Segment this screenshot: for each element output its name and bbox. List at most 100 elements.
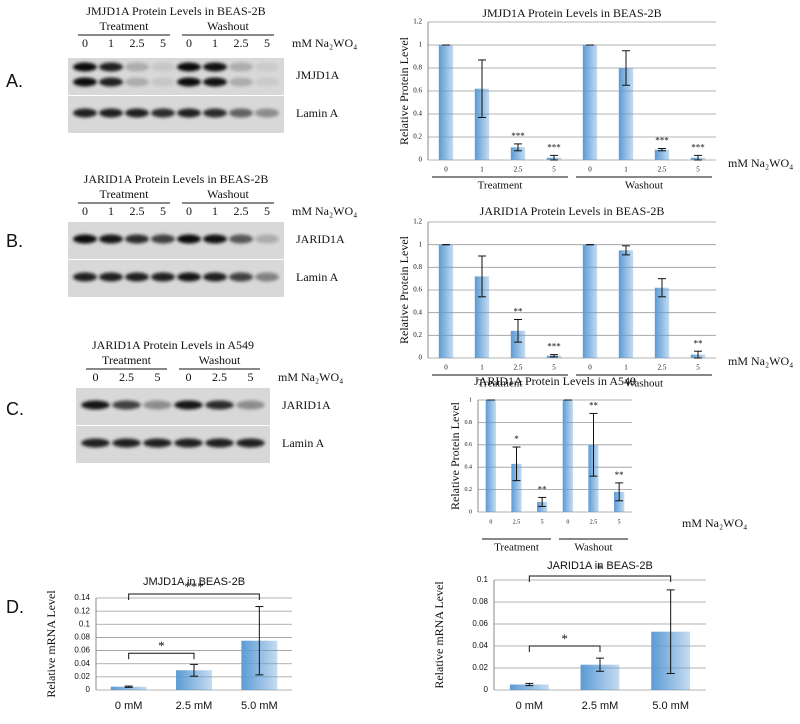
- x-tick-label: 5.0 mM: [241, 700, 278, 712]
- band-label: JARID1A: [296, 232, 345, 246]
- significance-mark: *: [561, 631, 568, 646]
- y-tick-label: 0.12: [74, 606, 90, 615]
- blot-band: [255, 62, 279, 72]
- x-tick-label: 2.5: [658, 364, 667, 372]
- y-tick-label: 0.08: [74, 633, 90, 642]
- blot-band: [99, 62, 123, 72]
- bar: [588, 444, 599, 512]
- blot-band: [99, 234, 123, 244]
- band-label: JMJD1A: [296, 68, 340, 82]
- y-tick-label: 0.06: [472, 619, 488, 628]
- y-tick-label: 0.6: [413, 286, 422, 294]
- significance-mark: ***: [547, 142, 561, 152]
- significance-bracket: [528, 645, 601, 652]
- x-tick-label: 0: [588, 364, 592, 372]
- x-tick-label: 2.5: [514, 364, 523, 372]
- x-tick-label: 0: [489, 519, 492, 525]
- bar: [438, 45, 454, 160]
- lane-label: 0: [186, 204, 192, 218]
- chart-title: JMJD1A Protein Levels in BEAS-2B: [482, 6, 661, 20]
- x-tick-label: 0 mM: [516, 700, 544, 712]
- y-tick-label: 0.1: [79, 619, 91, 628]
- blot-band: [151, 272, 175, 282]
- significance-mark: *: [514, 434, 519, 444]
- y-axis-label: Relative Protein Level: [448, 401, 462, 510]
- chart-title: JARID1A Protein Levels in A549: [474, 374, 636, 388]
- y-tick-label: 0.8: [465, 420, 473, 426]
- group-label: Washout: [574, 542, 612, 554]
- blot-band: [73, 272, 97, 282]
- x-tick-label: 0: [444, 166, 448, 174]
- blot-band: [174, 438, 203, 448]
- x-tick-label: 0 mM: [115, 700, 143, 712]
- y-tick-label: 0.02: [74, 672, 90, 681]
- significance-bracket: [128, 652, 195, 660]
- panel-letter: A.: [6, 71, 23, 91]
- blot-strip: [68, 58, 284, 95]
- lane-label: 5: [160, 204, 166, 218]
- blot-band: [143, 438, 172, 448]
- x-tick-label: 1: [480, 166, 484, 174]
- y-tick-label: 1: [469, 397, 472, 403]
- blot-band: [174, 400, 203, 410]
- blot-band: [203, 234, 227, 244]
- blot-band: [125, 272, 149, 282]
- lane-label: 1: [108, 36, 114, 50]
- blot-band: [255, 234, 279, 244]
- bar: [654, 287, 670, 358]
- significance-mark: ***: [655, 136, 669, 146]
- bar: [562, 400, 573, 512]
- y-tick-label: 1.2: [413, 18, 422, 26]
- y-tick-label: 1: [419, 41, 423, 49]
- lane-label: 2.5: [130, 36, 145, 50]
- significance-mark: **: [514, 307, 524, 317]
- band-label: Lamin A: [282, 436, 325, 450]
- blot-band: [205, 400, 234, 410]
- x-tick-label: 2.5: [514, 166, 523, 174]
- x-tick-label: 5: [696, 166, 700, 174]
- lane-label: 5: [264, 36, 270, 50]
- blot-band: [73, 77, 97, 87]
- blot-band: [229, 77, 253, 87]
- y-tick-label: 0.8: [413, 64, 422, 72]
- blot-band: [255, 77, 279, 87]
- panel-letter: B.: [6, 231, 23, 251]
- x-tick-label: 1: [624, 166, 628, 174]
- y-tick-label: 0.04: [74, 659, 90, 668]
- blot-band: [151, 234, 175, 244]
- blot-band: [236, 400, 265, 410]
- blot-band: [229, 234, 253, 244]
- y-tick-label: 0.2: [465, 487, 473, 493]
- bar: [618, 68, 634, 160]
- bar: [537, 501, 548, 512]
- y-tick-label: 0.08: [472, 597, 488, 606]
- bar: [618, 250, 634, 358]
- significance-mark: *: [597, 561, 604, 576]
- significance-mark: **: [538, 485, 548, 495]
- y-tick-label: 0: [469, 509, 472, 515]
- blot-band: [81, 438, 110, 448]
- lane-label: 0: [82, 204, 88, 218]
- significance-mark: *: [158, 638, 165, 653]
- blot-group: Treatment: [102, 353, 152, 367]
- y-tick-label: 0: [484, 685, 489, 694]
- y-tick-label: 0.04: [472, 641, 488, 650]
- y-axis-label: Relative mRNA Level: [432, 581, 446, 689]
- blot-band: [112, 400, 141, 410]
- lane-label: 0: [82, 36, 88, 50]
- x-unit-label: mM Na₂WO₄: [728, 156, 793, 170]
- blot-band: [125, 108, 149, 118]
- blot-band: [177, 272, 201, 282]
- x-tick-label: 0: [588, 166, 592, 174]
- significance-mark: ***: [547, 342, 561, 352]
- blot-band: [81, 400, 110, 410]
- unit-label: mM Na₂WO₄: [278, 370, 343, 384]
- bar: [510, 330, 526, 358]
- x-tick-label: 5: [541, 519, 544, 525]
- y-tick-label: 1.2: [413, 218, 422, 226]
- y-tick-label: 0.14: [74, 593, 90, 602]
- x-tick-label: 5.0 mM: [652, 700, 689, 712]
- x-tick-label: 2.5: [590, 519, 598, 525]
- blot-band: [229, 272, 253, 282]
- blot-band: [125, 77, 149, 87]
